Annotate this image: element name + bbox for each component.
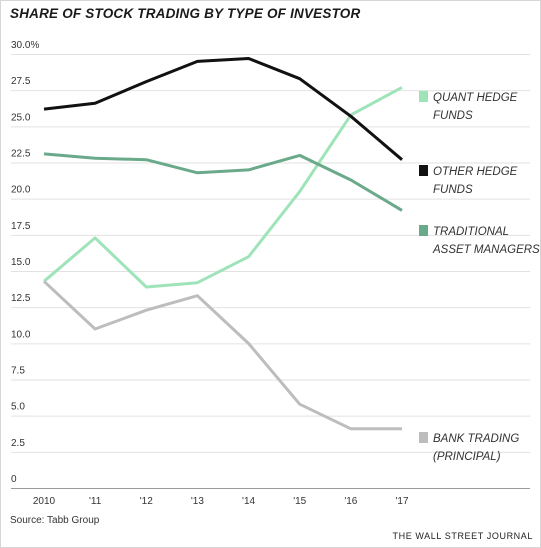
x-tick-label: '17: [395, 496, 408, 507]
legend-swatch: [419, 165, 428, 176]
series-line: [43, 152, 403, 212]
series-line: [43, 57, 403, 161]
y-tick-label: 12.5: [11, 293, 31, 304]
source-note: Source: Tabb Group: [10, 515, 100, 526]
y-tick-label: 27.5: [11, 76, 31, 87]
legend-label: BANK TRADING: [433, 433, 519, 445]
legend-item: BANK TRADING (PRINCIPAL): [419, 432, 519, 463]
x-tick-label: '13: [191, 496, 204, 507]
legend-label: FUNDS: [433, 184, 473, 196]
chart-title: SHARE OF STOCK TRADING BY TYPE OF INVEST…: [10, 6, 361, 21]
x-tick-label: '15: [293, 496, 306, 507]
y-tick-label: 20.0: [11, 185, 31, 196]
x-tick-label: '12: [140, 496, 153, 507]
y-tick-label: 22.5: [11, 149, 31, 160]
legend-item: QUANT HEDGE FUNDS: [419, 91, 518, 122]
legend-item: OTHER HEDGE FUNDS: [419, 165, 518, 196]
y-tick-label: 30.0%: [11, 40, 39, 51]
x-tick-label: 2010: [33, 496, 56, 507]
series-lines: [42, 57, 403, 431]
y-axis-tick-labels: 0 2.5 5.0 7.5 10.0 12.5 15.0 17.5 20.0 22.5 25.0 27…: [11, 40, 39, 485]
publisher-credit: THE WALL STREET JOURNAL: [392, 531, 533, 541]
y-tick-label: 0: [11, 474, 17, 485]
x-tick-label: '14: [242, 496, 255, 507]
y-tick-label: 5.0: [11, 402, 25, 413]
y-tick-label: 10.0: [11, 329, 31, 340]
x-tick-label: '11: [89, 496, 102, 507]
legend-label: (PRINCIPAL): [433, 451, 501, 463]
legend-label: FUNDS: [433, 110, 473, 122]
y-tick-label: 15.0: [11, 257, 31, 268]
series-line: [42, 280, 402, 431]
y-tick-label: 17.5: [11, 221, 31, 232]
y-tick-label: 25.0: [11, 112, 31, 123]
legend-swatch: [419, 432, 428, 443]
series-line: [43, 86, 403, 289]
legend-swatch: [419, 91, 428, 102]
legend-label: QUANT HEDGE: [433, 92, 518, 104]
legend-item: TRADITIONAL ASSET MANAGERS: [419, 225, 540, 256]
x-tick-label: '16: [344, 496, 357, 507]
legend-swatch: [419, 225, 428, 236]
legend: QUANT HEDGE FUNDS OTHER HEDGE FUNDS TRADITIO…: [419, 91, 540, 463]
x-axis-tick-labels: 2010 '11 '12 '13 '14 '15 '16 '17: [33, 496, 409, 507]
legend-label: OTHER HEDGE: [433, 166, 518, 178]
y-tick-label: 7.5: [11, 366, 25, 377]
y-tick-label: 2.5: [11, 438, 25, 449]
legend-label: ASSET MANAGERS: [432, 244, 540, 256]
legend-label: TRADITIONAL: [433, 226, 509, 238]
